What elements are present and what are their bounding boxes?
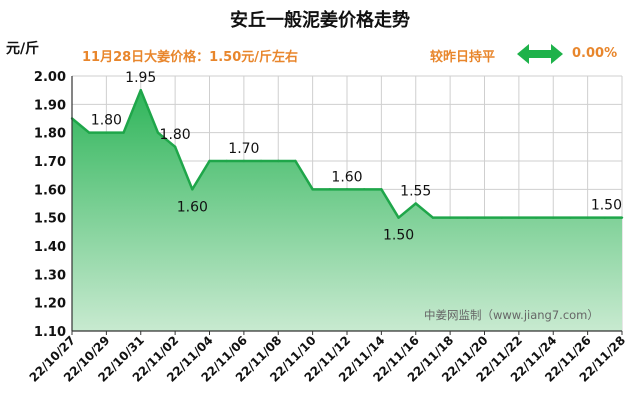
data-point	[586, 216, 589, 219]
y-tick-label: 2.00	[34, 70, 66, 85]
data-point	[448, 216, 452, 219]
double-arrow-icon	[517, 44, 563, 64]
data-point	[139, 88, 142, 92]
data-point	[105, 131, 108, 134]
y-tick-label: 1.80	[34, 127, 66, 142]
y-tick-label: 1.40	[34, 240, 66, 255]
data-point	[569, 216, 572, 219]
data-point	[552, 216, 555, 219]
data-point	[397, 216, 400, 219]
y-tick-label: 1.60	[34, 183, 66, 198]
data-point	[345, 188, 349, 191]
data-point	[466, 216, 469, 219]
data-label: 1.80	[91, 113, 122, 129]
price-info-line: 11月28日大姜价格：1.50元/斤左右	[82, 50, 299, 65]
y-tick-label: 1.50	[34, 212, 66, 227]
y-tick-label: 1.10	[34, 325, 66, 340]
chart-title: 安丘一般泥姜价格走势	[230, 10, 410, 31]
data-label: 1.55	[400, 184, 431, 200]
data-point	[534, 216, 538, 219]
data-point	[414, 202, 417, 205]
data-point	[173, 145, 177, 149]
data-label: 1.60	[331, 169, 362, 185]
price-area	[72, 90, 622, 332]
data-point	[328, 188, 332, 191]
data-point	[500, 216, 503, 219]
data-point	[517, 216, 521, 219]
data-point	[603, 216, 607, 219]
y-tick-label: 1.70	[34, 155, 66, 170]
data-point	[191, 188, 194, 191]
data-point	[277, 159, 280, 163]
y-axis-unit: 元/斤	[6, 41, 40, 57]
data-point	[362, 188, 366, 191]
data-point	[620, 216, 624, 219]
data-point	[259, 159, 263, 163]
data-point	[483, 216, 486, 219]
data-point	[311, 188, 314, 191]
data-point	[225, 159, 228, 163]
data-point	[208, 159, 211, 163]
data-point	[380, 188, 383, 191]
data-point	[242, 159, 246, 163]
data-label: 1.50	[383, 228, 414, 244]
data-label: 1.95	[125, 70, 156, 86]
compare-percent: 0.00%	[572, 46, 618, 61]
data-label: 1.80	[160, 127, 191, 143]
y-tick-label: 1.20	[34, 297, 66, 312]
data-point	[294, 159, 297, 163]
y-tick-label: 1.30	[34, 268, 66, 283]
data-label: 1.70	[228, 141, 259, 157]
data-point	[156, 131, 160, 134]
watermark: 中姜网监制（www.jiang7.com）	[424, 308, 599, 322]
data-point	[122, 131, 125, 134]
data-point	[431, 216, 435, 219]
data-label: 1.60	[177, 199, 208, 215]
y-tick-label: 1.90	[34, 98, 66, 113]
data-label: 1.50	[591, 198, 622, 214]
data-point	[87, 131, 91, 134]
compare-text: 较昨日持平	[430, 50, 496, 65]
